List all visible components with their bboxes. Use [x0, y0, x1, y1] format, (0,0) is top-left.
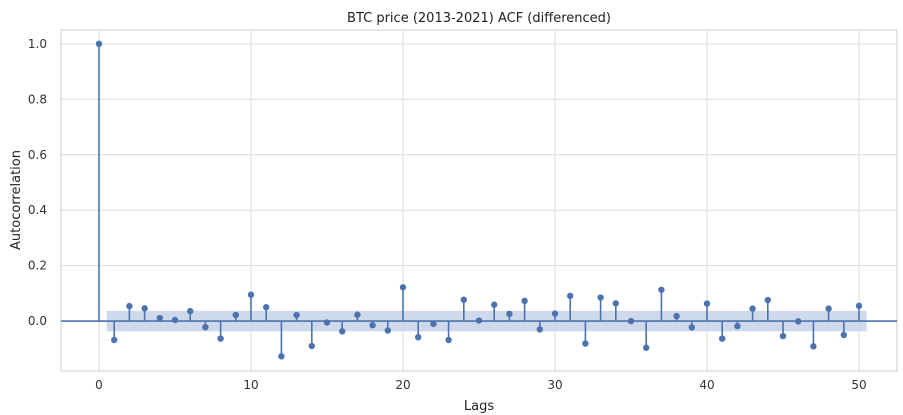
- acf-point: [627, 317, 635, 325]
- y-tick-label: 0.6: [28, 148, 47, 162]
- x-tick-label: 40: [699, 378, 714, 392]
- acf-point: [749, 305, 756, 312]
- x-tick-label: 30: [547, 378, 562, 392]
- acf-point: [187, 307, 194, 315]
- chart-title: BTC price (2013-2021) ACF (differenced): [347, 11, 611, 26]
- y-axis-label: Autocorrelation: [9, 150, 24, 250]
- acf-point: [825, 305, 832, 312]
- acf-point: [703, 300, 711, 307]
- acf-point: [475, 317, 483, 324]
- acf-point: [308, 342, 315, 350]
- acf-point: [764, 296, 771, 304]
- stem-layer: [61, 40, 897, 360]
- acf-point: [415, 333, 422, 341]
- acf-point: [141, 305, 148, 312]
- plot-frame: [60, 29, 898, 372]
- acf-point: [460, 296, 467, 303]
- acf-point: [506, 310, 513, 318]
- acf-point: [855, 302, 863, 310]
- y-tick-label: 0.4: [28, 203, 47, 217]
- tick-label-layer: 0 10 20 30 40 50 0.0 0.2 0.4 0.6 0.8 1.0: [28, 37, 867, 392]
- x-tick-label: 50: [851, 378, 866, 392]
- acf-point: [779, 332, 787, 340]
- acf-point: [202, 323, 209, 331]
- acf-point: [247, 291, 255, 298]
- acf-point: [567, 292, 574, 300]
- acf-point: [688, 324, 695, 331]
- acf-point: [430, 320, 437, 328]
- acf-point: [339, 328, 346, 335]
- acf-point: [95, 40, 103, 48]
- acf-point: [734, 322, 741, 330]
- acf-point: [232, 311, 239, 319]
- y-tick-label: 0.8: [28, 92, 47, 106]
- acf-point: [384, 327, 391, 334]
- x-tick-label: 20: [395, 378, 410, 392]
- acf-point: [217, 335, 224, 342]
- acf-point: [795, 318, 802, 325]
- acf-point: [354, 311, 361, 318]
- acf-point: [399, 284, 407, 291]
- acf-point: [643, 344, 650, 351]
- y-tick-label: 0.2: [28, 259, 47, 273]
- x-tick-label: 10: [243, 378, 258, 392]
- y-tick-label: 1.0: [28, 37, 47, 51]
- x-tick-label: 0: [95, 378, 103, 392]
- acf-point: [658, 286, 665, 293]
- acf-point: [293, 311, 300, 319]
- acf-point: [551, 310, 559, 317]
- acf-point: [521, 297, 528, 305]
- acf-point: [673, 312, 680, 320]
- acf-point: [111, 336, 118, 344]
- acf-point: [263, 304, 270, 311]
- acf-point: [582, 340, 589, 347]
- acf-point: [323, 319, 331, 326]
- acf-point: [278, 353, 285, 360]
- acf-point: [445, 336, 452, 344]
- acf-point: [597, 294, 604, 301]
- acf-point: [719, 335, 726, 342]
- acf-point: [126, 302, 133, 310]
- acf-point: [491, 301, 498, 308]
- acf-point: [612, 300, 619, 307]
- acf-point: [840, 331, 847, 339]
- acf-point: [156, 314, 163, 322]
- acf-point: [536, 326, 543, 333]
- acf-point: [810, 343, 817, 350]
- y-tick-label: 0.0: [28, 314, 47, 328]
- acf-point: [369, 322, 376, 329]
- acf-point: [171, 316, 179, 324]
- x-axis-label: Lags: [464, 399, 494, 414]
